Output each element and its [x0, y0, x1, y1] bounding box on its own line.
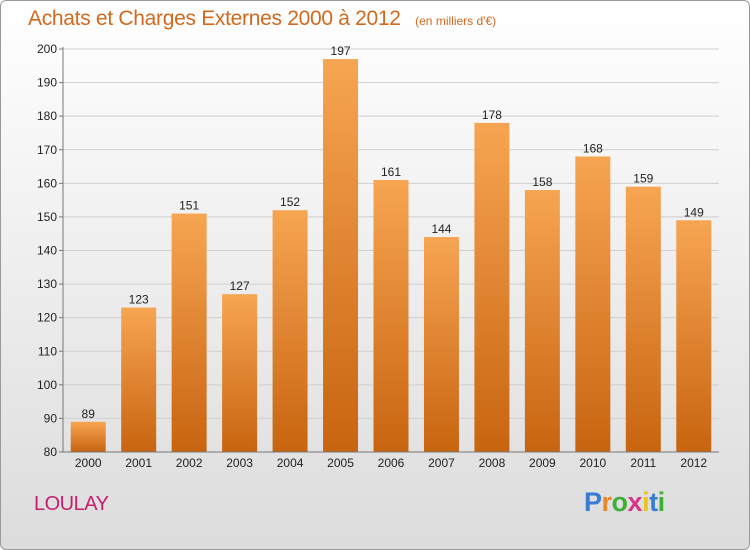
bar	[272, 210, 308, 452]
x-tick-label: 2009	[529, 456, 556, 470]
bar	[171, 213, 207, 452]
title-row: Achats et Charges Externes 2000 à 2012 (…	[28, 7, 496, 31]
logo-letter: i	[642, 487, 650, 517]
bar	[323, 59, 359, 452]
x-tick-label: 2006	[378, 456, 405, 470]
data-labels: 89 123 151 127 152 197 161 144 178 158 168 159 149	[82, 44, 705, 421]
data-label: 89	[82, 407, 96, 421]
y-tick-label: 80	[44, 445, 58, 459]
bar	[70, 421, 106, 452]
bar	[121, 307, 157, 452]
y-tick-label: 180	[37, 109, 57, 123]
proxiti-logo: Proxiti	[584, 487, 665, 518]
x-tick-label: 2011	[630, 456, 656, 470]
bar	[676, 220, 712, 452]
logo-letter: r	[601, 487, 613, 517]
data-label: 178	[482, 108, 502, 122]
bar	[474, 122, 510, 452]
y-tick-label: 170	[37, 143, 57, 157]
bar	[575, 156, 611, 452]
bar	[423, 237, 459, 452]
data-label: 149	[684, 205, 704, 219]
y-axis-ticks: 80 90 100 110 120 130 140 150 160 170 180 190 200	[37, 42, 63, 459]
y-tick-label: 110	[38, 344, 57, 358]
data-label: 197	[331, 44, 351, 58]
x-tick-label: 2003	[226, 456, 253, 470]
y-tick-label: 130	[37, 277, 57, 291]
data-label: 168	[583, 141, 603, 155]
bar	[524, 190, 560, 453]
y-tick-label: 120	[37, 311, 57, 325]
axes	[62, 47, 719, 453]
data-label: 144	[431, 222, 451, 236]
x-tick-label: 2000	[75, 456, 102, 470]
x-tick-label: 2002	[176, 456, 203, 470]
logo-letter: t	[649, 487, 658, 517]
x-tick-label: 2001	[125, 456, 152, 470]
logo-letter: o	[611, 487, 629, 517]
bar	[222, 294, 258, 452]
data-label: 161	[381, 165, 401, 179]
data-label: 158	[532, 175, 552, 189]
x-tick-label: 2008	[479, 456, 506, 470]
y-tick-label: 200	[37, 42, 57, 56]
x-tick-label: 2007	[428, 456, 455, 470]
bars	[70, 59, 712, 453]
logo-letter: i	[657, 487, 666, 517]
y-tick-label: 100	[37, 378, 57, 392]
place-name: LOULAY	[34, 493, 109, 515]
x-tick-label: 2012	[680, 456, 707, 470]
data-label: 151	[179, 199, 199, 213]
bar	[625, 186, 661, 453]
x-tick-label: 2010	[579, 456, 606, 470]
bar	[373, 179, 409, 452]
logo-letter: P	[584, 487, 602, 517]
data-label: 152	[280, 195, 300, 209]
y-tick-label: 90	[44, 411, 58, 425]
chart-title: Achats et Charges Externes 2000 à 2012	[28, 7, 401, 30]
y-tick-label: 190	[37, 76, 57, 90]
y-tick-label: 140	[37, 244, 57, 258]
x-tick-label: 2005	[327, 456, 354, 470]
logo-letter: x	[627, 487, 643, 517]
data-label: 123	[129, 293, 149, 307]
x-axis-ticks: 2000 2001 2002 2003 2004 2005 2006 2007 2008 2009…	[75, 456, 708, 470]
data-label: 127	[230, 279, 250, 293]
chart-subtitle: (en milliers d'€)	[415, 14, 497, 28]
y-tick-label: 150	[37, 210, 57, 224]
y-tick-label: 160	[37, 176, 57, 190]
x-tick-label: 2004	[277, 456, 304, 470]
data-label: 159	[633, 172, 653, 186]
